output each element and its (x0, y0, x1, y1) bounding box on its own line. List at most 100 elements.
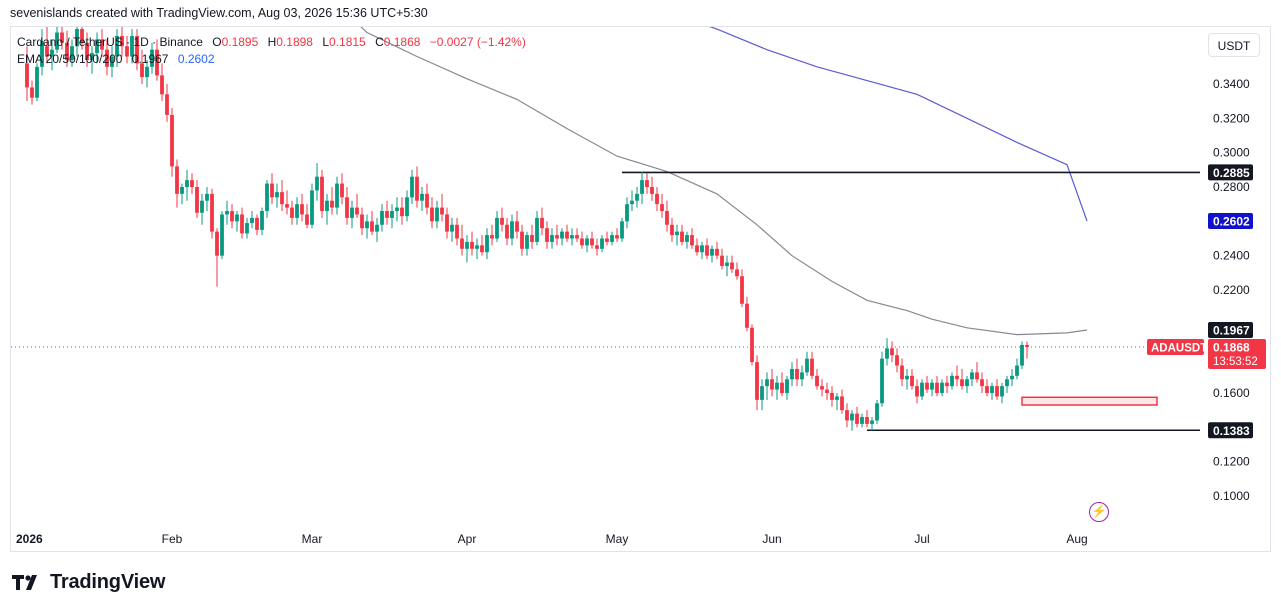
candle (900, 358, 904, 387)
ema-100-line (360, 27, 1088, 336)
candle (335, 176, 339, 215)
svg-text:ADAUSDT: ADAUSDT (1151, 342, 1207, 354)
brand[interactable]: TradingView (12, 571, 165, 594)
candle (75, 27, 79, 57)
candle (420, 187, 424, 212)
candles-layer (25, 27, 1029, 431)
candle (340, 173, 344, 205)
legend-symbol[interactable]: Cardano / TetherUS · 1D · Binance (17, 35, 203, 49)
currency-button[interactable]: USDT (1208, 33, 1260, 57)
candle (520, 224, 524, 256)
candle (840, 389, 844, 414)
candle (485, 228, 489, 260)
candle (380, 204, 384, 232)
time-tick-label: Jun (762, 532, 781, 546)
legend-open-value: 0.1895 (221, 35, 259, 49)
candle (395, 197, 399, 222)
candle (115, 29, 119, 67)
candle (925, 375, 929, 393)
price-level-label: 0.2602 (1208, 212, 1253, 229)
candle (110, 46, 114, 78)
candle (305, 204, 309, 229)
candle (355, 193, 359, 218)
candle (745, 296, 749, 332)
candle (210, 188, 214, 239)
candle (160, 63, 164, 102)
candle (535, 211, 539, 246)
time-tick-label: Aug (1066, 532, 1087, 546)
legend-ohlc-row: Cardano / TetherUS · 1D · Binance O0.189… (17, 34, 526, 51)
legend-change: −0.0027 (−1.42%) (429, 35, 526, 49)
candle (865, 410, 869, 428)
candle (85, 32, 89, 67)
chart-frame[interactable] (10, 26, 1271, 552)
candle (325, 193, 329, 225)
candle (320, 169, 324, 218)
candle (985, 379, 989, 397)
candle (505, 217, 509, 246)
candle (155, 39, 159, 81)
candle (35, 63, 39, 102)
candle (40, 29, 44, 76)
candle (680, 224, 684, 246)
candle (755, 355, 759, 411)
candle (470, 231, 474, 256)
candle (605, 231, 609, 246)
legend-ema-value-2: 0.2602 (177, 52, 215, 66)
candle (780, 372, 784, 397)
candle (270, 173, 274, 205)
candle (595, 238, 599, 256)
candle (555, 224, 559, 246)
legend-open-label: O (212, 35, 222, 49)
candle (905, 368, 909, 390)
time-tick-label: Mar (302, 532, 323, 546)
candle (990, 382, 994, 400)
lightning-icon[interactable]: ⚡ (1089, 502, 1109, 522)
candle (670, 217, 674, 242)
candle (645, 173, 649, 194)
candle (1025, 341, 1029, 359)
candle (165, 84, 169, 122)
candle (610, 231, 614, 246)
candle (100, 29, 104, 57)
candle (550, 228, 554, 249)
candle (45, 27, 49, 64)
candle (850, 410, 854, 431)
candle (80, 27, 84, 50)
candle (870, 417, 874, 431)
candle (120, 27, 124, 57)
candle (545, 221, 549, 249)
candle (185, 169, 189, 201)
candle (770, 368, 774, 397)
candle (915, 379, 919, 404)
candle (845, 403, 849, 428)
candle (835, 393, 839, 411)
candle (220, 211, 224, 260)
candle (735, 262, 739, 280)
candle (970, 368, 974, 387)
candle (1000, 382, 1004, 404)
candle (760, 379, 764, 411)
price-tick-label: 0.3000 (1213, 146, 1250, 160)
candle (710, 245, 714, 263)
candle (50, 39, 54, 71)
candle (625, 197, 629, 229)
candle (260, 207, 264, 236)
candle (490, 224, 494, 246)
candle (590, 231, 594, 249)
candle (390, 204, 394, 229)
legend-ema-label[interactable]: EMA 20/50/100/200 (17, 52, 123, 66)
legend-high-value: 0.1898 (276, 35, 313, 49)
price-tick-label: 0.2800 (1213, 180, 1250, 194)
candle (750, 324, 754, 366)
candle (385, 200, 389, 225)
candle (405, 190, 409, 222)
time-tick-label: Feb (162, 532, 183, 546)
candle (690, 228, 694, 249)
candle (705, 238, 709, 260)
candle (145, 59, 149, 88)
last-price-label: ADAUSDT 0.1868 13:53:52 (1147, 338, 1266, 369)
candle (800, 365, 804, 387)
candle (855, 406, 859, 428)
